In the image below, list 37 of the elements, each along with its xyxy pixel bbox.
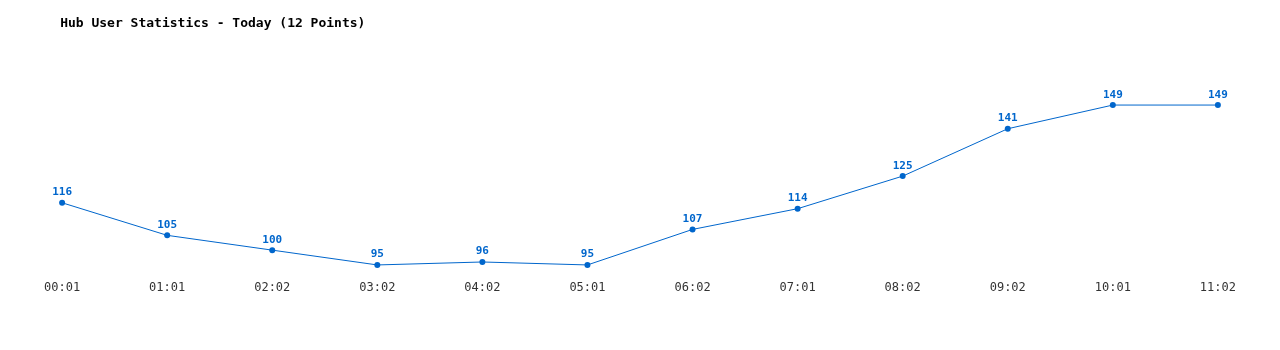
data-label: 95 [580, 247, 595, 261]
x-tick-label: 00:01 [44, 280, 81, 294]
point [584, 261, 591, 268]
data-label: 95 [370, 247, 384, 261]
x-tick-label: 11:02 [1199, 280, 1236, 294]
x-tick-label: 06:02 [674, 280, 711, 294]
data-label: 116 [52, 185, 73, 199]
x-tick-label: 05:01 [569, 280, 606, 294]
point [794, 205, 801, 212]
data-label: 141 [997, 111, 1019, 125]
x-tick-label: 03:02 [359, 280, 396, 294]
point [1004, 125, 1011, 132]
x-tick-label: 10:01 [1094, 280, 1131, 294]
x-tick-label: 08:02 [884, 280, 921, 294]
x-tick-label: 09:02 [989, 280, 1026, 294]
data-label: 149 [1102, 87, 1123, 101]
point [59, 199, 66, 206]
data-label: 105 [157, 217, 178, 231]
data-label: 100 [262, 232, 283, 246]
point [899, 173, 906, 180]
point [374, 261, 381, 268]
data-label: 96 [475, 244, 490, 258]
point [1109, 102, 1116, 109]
data-label: 114 [787, 191, 808, 205]
x-tick-label: 01:01 [149, 280, 186, 294]
data-label: 149 [1207, 87, 1228, 101]
point [164, 232, 171, 239]
point [1214, 102, 1221, 109]
point [479, 258, 486, 265]
point [689, 226, 696, 233]
data-label: 125 [892, 158, 913, 172]
chart-title: Hub User Statistics - Today (12 Points) [60, 14, 366, 30]
x-tick-label: 07:01 [779, 280, 816, 294]
x-tick-label: 04:02 [464, 280, 501, 294]
data-label: 107 [682, 211, 703, 225]
point [269, 247, 276, 254]
x-tick-label: 02:02 [254, 280, 291, 294]
